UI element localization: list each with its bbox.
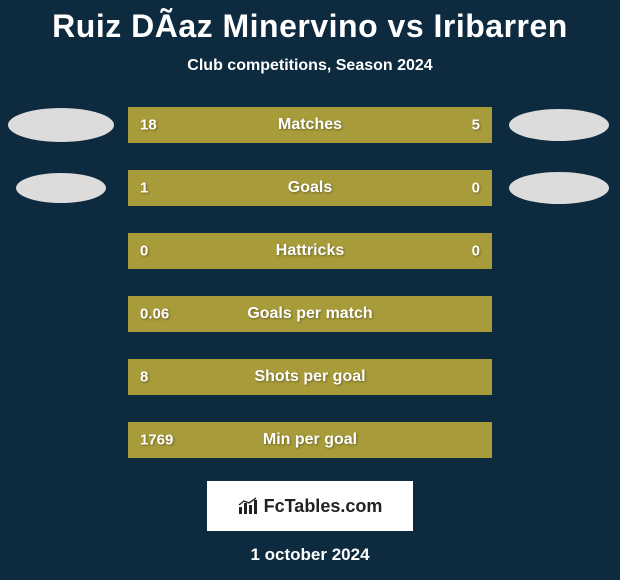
stat-row: Goals 1 0 xyxy=(8,166,612,210)
footer-logo: FcTables.com xyxy=(207,481,413,531)
player-avatar xyxy=(509,109,609,141)
footer-logo-text: FcTables.com xyxy=(238,496,383,517)
footer-date: 1 october 2024 xyxy=(0,545,620,565)
stat-bar: Goals per match 0.06 xyxy=(128,296,492,332)
stat-label: Goals xyxy=(288,179,332,197)
stat-value-right: 0 xyxy=(472,243,480,260)
comparison-infographic: Ruiz DÃ­az Minervino vs Iribarren Club c… xyxy=(0,0,620,565)
stat-row: Hattricks 0 0 xyxy=(8,229,612,273)
stat-bar: Matches 18 5 xyxy=(128,107,492,143)
left-avatar-slot xyxy=(8,292,114,336)
stat-label: Matches xyxy=(278,116,342,134)
right-avatar-slot xyxy=(506,229,612,273)
right-avatar-slot xyxy=(506,355,612,399)
stat-value-left: 18 xyxy=(140,117,157,134)
right-avatar-slot xyxy=(506,166,612,210)
left-avatar-slot xyxy=(8,229,114,273)
stat-row: Goals per match 0.06 xyxy=(8,292,612,336)
stat-value-right: 0 xyxy=(472,180,480,197)
player-avatar xyxy=(8,108,114,142)
stat-value-left: 0 xyxy=(140,243,148,260)
page-title: Ruiz DÃ­az Minervino vs Iribarren xyxy=(0,8,620,45)
stat-value-left: 8 xyxy=(140,369,148,386)
bar-fill-left xyxy=(130,172,404,204)
player-avatar xyxy=(509,172,609,204)
stats-chart: Matches 18 5 Goals 1 0 Hattricks 0 0 Goals per ma… xyxy=(0,103,620,462)
subtitle: Club competitions, Season 2024 xyxy=(0,57,620,75)
right-avatar-slot xyxy=(506,292,612,336)
stat-bar: Goals 1 0 xyxy=(128,170,492,206)
stat-label: Goals per match xyxy=(247,305,372,323)
stat-row: Min per goal 1769 xyxy=(8,418,612,462)
player-avatar xyxy=(16,173,106,203)
bar-chart-icon xyxy=(238,497,260,515)
stat-row: Shots per goal 8 xyxy=(8,355,612,399)
stat-value-left: 1769 xyxy=(140,432,173,449)
left-avatar-slot xyxy=(8,103,114,147)
stat-bar: Min per goal 1769 xyxy=(128,422,492,458)
left-avatar-slot xyxy=(8,355,114,399)
stat-value-left: 1 xyxy=(140,180,148,197)
stat-row: Matches 18 5 xyxy=(8,103,612,147)
right-avatar-slot xyxy=(506,418,612,462)
left-avatar-slot xyxy=(8,418,114,462)
stat-label: Min per goal xyxy=(263,431,357,449)
stat-bar: Hattricks 0 0 xyxy=(128,233,492,269)
stat-value-left: 0.06 xyxy=(140,306,169,323)
right-avatar-slot xyxy=(506,103,612,147)
bar-fill-left xyxy=(130,109,400,141)
stat-bar: Shots per goal 8 xyxy=(128,359,492,395)
footer-logo-label: FcTables.com xyxy=(264,496,383,517)
left-avatar-slot xyxy=(8,166,114,210)
stat-label: Hattricks xyxy=(276,242,344,260)
stat-value-right: 5 xyxy=(472,117,480,134)
stat-label: Shots per goal xyxy=(254,368,365,386)
